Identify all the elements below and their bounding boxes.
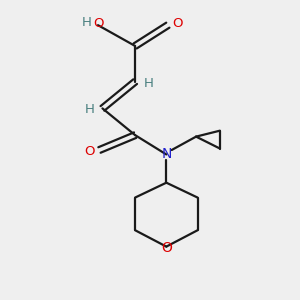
- Text: H: H: [144, 76, 154, 90]
- Text: N: N: [161, 148, 172, 161]
- Text: O: O: [93, 17, 104, 30]
- Text: O: O: [161, 241, 172, 255]
- Text: H: H: [85, 103, 95, 116]
- Text: O: O: [172, 17, 183, 30]
- Text: H: H: [82, 16, 92, 29]
- Text: O: O: [85, 145, 95, 158]
